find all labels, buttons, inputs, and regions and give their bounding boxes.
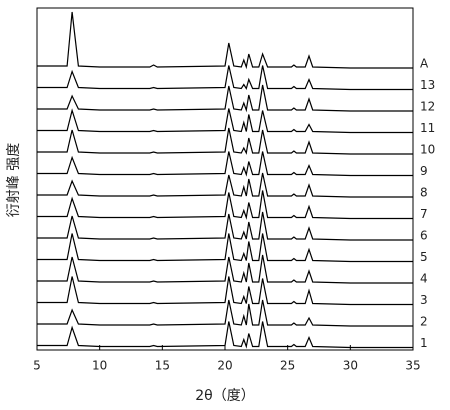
series-label: 9 — [420, 164, 428, 178]
xrd-trace — [37, 211, 413, 241]
series-label: 2 — [420, 315, 428, 329]
series-label: 3 — [420, 293, 428, 307]
y-axis-label: 衍射峰 强度 — [6, 143, 22, 217]
xrd-trace — [37, 299, 413, 327]
series-label: 13 — [420, 78, 435, 92]
xrd-trace — [37, 276, 413, 306]
xrd-trace — [37, 65, 413, 91]
x-tick-label: 30 — [343, 359, 358, 373]
series-label: A — [420, 57, 429, 71]
series-label: 12 — [420, 100, 435, 114]
xrd-trace — [37, 190, 413, 220]
series-label: 7 — [420, 207, 428, 221]
xrd-trace — [37, 127, 413, 155]
x-axis-label: 2θ（度） — [195, 388, 254, 404]
xrd-trace — [37, 233, 413, 263]
series-label: 10 — [420, 143, 435, 157]
x-tick-label: 25 — [280, 359, 295, 373]
series-label: 11 — [420, 121, 435, 135]
x-tick-label: 20 — [217, 359, 232, 373]
xrd-trace — [37, 84, 413, 113]
series-label: 1 — [420, 336, 428, 350]
xrd-trace — [37, 254, 413, 284]
xrd-trace — [37, 172, 413, 198]
x-tick-label: 10 — [92, 359, 107, 373]
xrd-trace — [37, 151, 413, 177]
x-tick-label: 35 — [405, 359, 420, 373]
series-label: 6 — [420, 229, 428, 243]
xrd-trace — [37, 108, 413, 134]
xrd-trace — [37, 321, 413, 349]
x-tick-label: 5 — [33, 359, 41, 373]
x-tick-label: 15 — [155, 359, 170, 373]
xrd-trace — [37, 11, 413, 70]
series-label: 5 — [420, 250, 428, 264]
series-label: 4 — [420, 272, 428, 286]
series-label: 8 — [420, 186, 428, 200]
